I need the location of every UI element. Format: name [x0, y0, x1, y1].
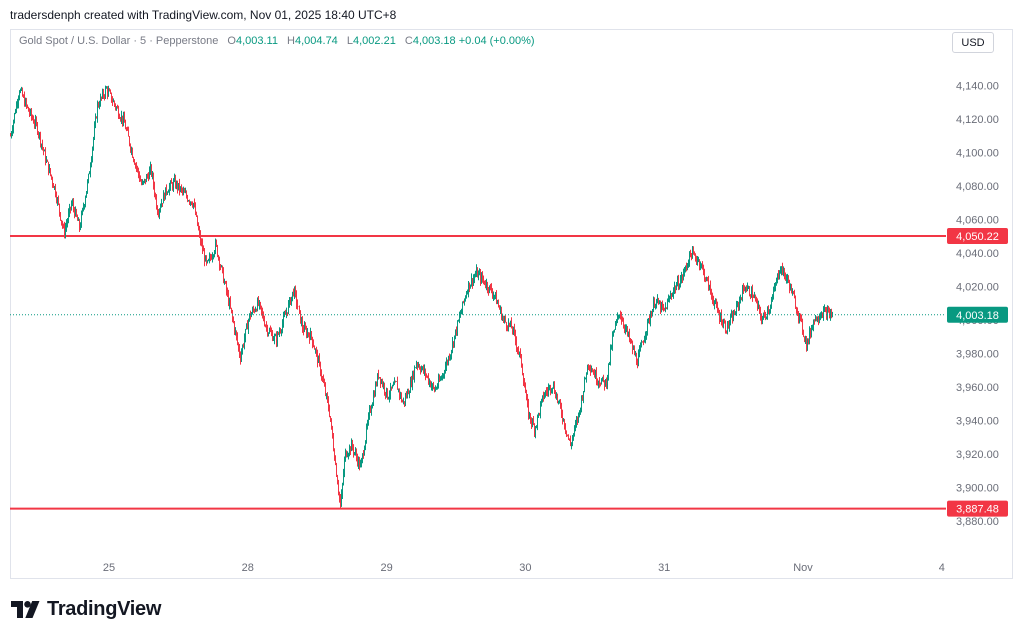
price-chart[interactable]: 3,880.00 3,900.00 3,920.00 3,940.00 3,960.00… [10, 29, 1013, 579]
y-tick-label: 3,900.00 [956, 483, 999, 495]
chart-frame [10, 29, 1013, 579]
x-tick-label: Nov [793, 562, 813, 574]
price-badges-layer: 4,050.22 3,887.48 4,003.18 [947, 228, 1008, 517]
x-tick-label: 25 [103, 562, 115, 574]
horizontal-lines-layer [10, 235, 946, 510]
x-tick-label: 28 [242, 562, 254, 574]
attribution-header: tradersdenph created with TradingView.co… [10, 8, 397, 22]
tradingview-logo[interactable]: TradingView [11, 598, 161, 621]
y-tick-label: 3,880.00 [956, 516, 999, 528]
high-label: H [287, 35, 295, 47]
currency-button[interactable]: USD [952, 32, 994, 53]
y-tick-label: 4,120.00 [956, 114, 999, 126]
last-price-text: 4,003.18 [956, 310, 999, 322]
tradingview-brand-text: TradingView [47, 598, 162, 620]
level-price-badge [947, 500, 1008, 517]
y-tick-label: 3,940.00 [956, 416, 999, 428]
y-axis: 3,880.00 3,900.00 3,920.00 3,940.00 3,960.00… [956, 81, 999, 529]
x-tick-label: 4 [939, 562, 945, 574]
x-tick-label: 30 [519, 562, 531, 574]
level-price-text: 4,050.22 [956, 231, 999, 243]
y-tick-label: 4,080.00 [956, 181, 999, 193]
symbol-legend: Gold Spot / U.S. Dollar · 5 · Pepperston… [19, 35, 535, 47]
open-label: O [227, 35, 236, 47]
level-price-text: 3,887.48 [956, 504, 999, 516]
candles-layer [10, 85, 833, 510]
x-tick-label: 31 [658, 562, 670, 574]
close-value: 4,003.18 [412, 35, 456, 47]
y-tick-label: 4,060.00 [956, 215, 999, 227]
y-tick-label: 4,040.00 [956, 248, 999, 260]
y-tick-label: 3,920.00 [956, 449, 999, 461]
level-price-badge [947, 228, 1008, 245]
change-value: +0.04 (+0.00%) [458, 35, 535, 47]
low-label: L [346, 35, 353, 47]
high-value: 4,004.74 [294, 35, 338, 47]
open-value: 4,003.11 [235, 35, 278, 47]
low-value: 4,002.21 [353, 35, 396, 47]
y-tick-label: 4,140.00 [956, 81, 999, 93]
y-tick-label: 3,980.00 [956, 349, 999, 361]
tradingview-logo-icon [11, 600, 40, 618]
symbol-title: Gold Spot / U.S. Dollar · 5 · Pepperston… [19, 35, 219, 47]
y-tick-label: 4,020.00 [956, 282, 999, 294]
last-price-badge [947, 306, 1008, 323]
x-axis: 25 28 29 30 31 Nov 4 [103, 562, 945, 574]
x-tick-label: 29 [380, 562, 392, 574]
y-tick-label: 3,960.00 [956, 382, 999, 394]
y-tick-label: 4,100.00 [956, 148, 999, 160]
close-label: C [404, 35, 413, 47]
